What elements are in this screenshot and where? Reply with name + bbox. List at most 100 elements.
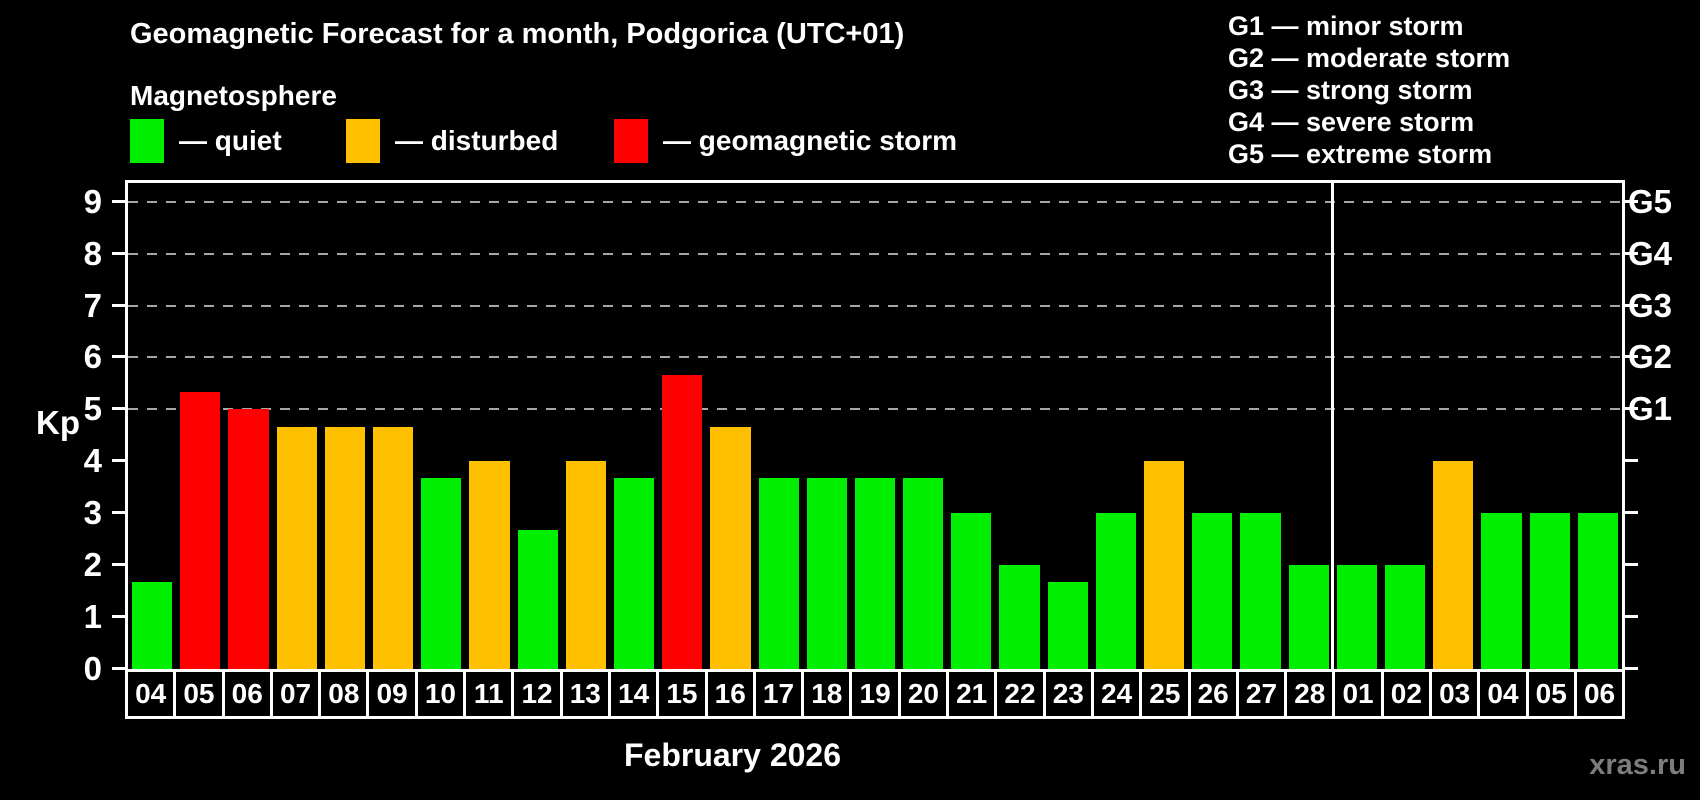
- kp-bar-day-03: [1433, 461, 1474, 669]
- date-cell-23: 23: [1046, 672, 1094, 716]
- date-cell-11: 11: [466, 672, 515, 716]
- legend-item-disturbed: — disturbed: [346, 116, 558, 166]
- kp-bar-day-16: [710, 426, 751, 669]
- kp-bar-day-28: [1288, 565, 1329, 669]
- kp-bar-day-09: [372, 426, 414, 669]
- date-cell-25: 25: [1142, 672, 1191, 716]
- date-cell-02: 02: [1384, 672, 1433, 716]
- date-cell-18: 18: [804, 672, 853, 716]
- kp-bar-day-05: [180, 392, 221, 669]
- storm-color-swatch: [614, 119, 648, 163]
- date-cell-16: 16: [708, 672, 756, 716]
- kp-bar-day-22: [999, 565, 1040, 669]
- disturbed-color-swatch: [346, 119, 380, 163]
- date-cell-14: 14: [611, 672, 660, 716]
- date-cell-22: 22: [997, 672, 1046, 716]
- date-cell-05: 05: [1529, 672, 1577, 716]
- date-cell-17: 17: [756, 672, 805, 716]
- y-axis-tick-7: [112, 303, 126, 307]
- g-legend-line-g4: G4 — severe storm: [1228, 107, 1475, 137]
- y-axis-tick-9: [112, 199, 126, 203]
- gridline-kp-6: [128, 356, 1622, 359]
- y-tick-label-2: 2: [83, 546, 102, 584]
- kp-bar-day-12: [517, 530, 558, 669]
- date-cell-09: 09: [369, 672, 418, 716]
- date-cell-21: 21: [949, 672, 998, 716]
- g-label-g1: G1: [1628, 390, 1673, 428]
- g-axis-tick-2: [1624, 563, 1638, 567]
- date-cell-13: 13: [563, 672, 611, 716]
- kp-bar-day-07: [276, 426, 317, 669]
- date-cell-01: 01: [1335, 672, 1384, 716]
- g-label-g5: G5: [1628, 182, 1673, 220]
- kp-bar-day-04: [132, 582, 173, 669]
- date-cell-05: 05: [176, 672, 225, 716]
- month-label: February 2026: [623, 737, 841, 773]
- gridline-kp-7: [128, 304, 1622, 307]
- kp-bar-day-23: [1047, 582, 1088, 669]
- kp-bar-day-26: [1192, 513, 1233, 669]
- kp-bar-day-17: [758, 478, 799, 669]
- date-cell-26: 26: [1191, 672, 1239, 716]
- kp-bar-day-27: [1240, 513, 1281, 669]
- kp-bar-day-08: [324, 426, 365, 669]
- quiet-color-swatch: [130, 119, 164, 163]
- g-axis-tick-0: [1624, 667, 1638, 670]
- month-separator-line: [1331, 183, 1335, 669]
- y-tick-label-7: 7: [83, 286, 102, 324]
- kp-bar-day-11: [469, 461, 510, 669]
- y-tick-label-8: 8: [83, 234, 102, 272]
- g-label-g4: G4: [1628, 234, 1673, 272]
- date-cell-04: 04: [1480, 672, 1529, 716]
- date-cell-06: 06: [225, 672, 273, 716]
- legend-item-storm: — geomagnetic storm: [614, 116, 957, 166]
- g-label-g2: G2: [1628, 338, 1673, 376]
- y-axis-tick-4: [112, 459, 126, 463]
- date-cell-20: 20: [901, 672, 950, 716]
- g-axis-tick-1: [1624, 615, 1638, 619]
- y-axis-title: Kp: [36, 404, 80, 441]
- kp-bar-day-25: [1144, 461, 1185, 669]
- kp-bar-day-02: [1385, 565, 1426, 669]
- legend-label-quiet: — quiet: [179, 125, 282, 156]
- magnetosphere-label: Magnetosphere: [130, 80, 337, 111]
- chart-title: Geomagnetic Forecast for a month, Podgor…: [130, 18, 905, 50]
- date-cell-07: 07: [273, 672, 322, 716]
- g-axis-tick-7: [1624, 303, 1638, 307]
- g-label-g3: G3: [1628, 286, 1673, 324]
- g-legend-line-g2: G2 — moderate storm: [1228, 43, 1511, 73]
- gridline-kp-8: [128, 252, 1622, 255]
- date-cell-06: 06: [1583, 678, 1616, 709]
- kp-bar-day-19: [854, 478, 896, 669]
- g-axis-tick-8: [1624, 251, 1638, 255]
- kp-bar-day-06: [1577, 513, 1618, 669]
- date-cell-27: 27: [1239, 672, 1288, 716]
- date-cell-19: 19: [852, 672, 901, 716]
- plot-area: 0 1 2 3 4 5 6 7 8 9 G1 G2 G3 G4 G5: [84, 180, 1672, 687]
- y-axis-tick-1: [112, 615, 126, 619]
- y-axis-tick-8: [112, 251, 126, 255]
- y-tick-label-0: 0: [83, 650, 102, 687]
- g-axis-tick-6: [1624, 355, 1638, 359]
- date-cell-15: 15: [659, 672, 708, 716]
- date-axis-row: 04 05 06 07 08 09 10 11 12 13 14 15 16 17 18 19 20 21 22 23…: [125, 669, 1625, 719]
- date-cell-10: 10: [418, 672, 467, 716]
- kp-bar-day-20: [903, 478, 944, 669]
- y-tick-label-1: 1: [83, 598, 102, 636]
- y-axis-tick-6: [112, 355, 126, 359]
- g-legend-line-g3: G3 — strong storm: [1228, 75, 1473, 105]
- kp-bar-day-01: [1336, 565, 1378, 669]
- kp-bar-day-10: [421, 478, 462, 669]
- kp-bar-day-15: [662, 374, 703, 669]
- y-axis-tick-0: [112, 667, 126, 670]
- kp-bar-day-05: [1529, 513, 1570, 669]
- g-legend-line-g1: G1 — minor storm: [1228, 11, 1464, 41]
- magnetosphere-legend: — quiet — disturbed — geomagnetic storm: [0, 116, 1200, 166]
- kp-bar-day-14: [613, 478, 655, 669]
- gridline-kp-5: [128, 408, 1622, 411]
- kp-bar-day-06: [228, 409, 269, 669]
- y-tick-label-3: 3: [83, 494, 102, 532]
- kp-bar-day-24: [1095, 513, 1137, 669]
- date-cell-24: 24: [1094, 672, 1143, 716]
